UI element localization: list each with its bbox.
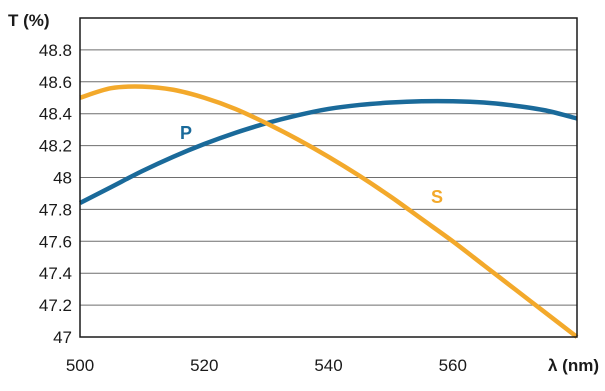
series-line-s (79, 84, 579, 339)
x-tick-label: 540 (314, 356, 342, 375)
y-tick-label: 48.2 (39, 137, 72, 156)
y-tick-label: 48.8 (39, 41, 72, 60)
x-tick-label: 520 (190, 356, 218, 375)
y-tick-label: 47.8 (39, 200, 72, 219)
x-axis-title: λ (nm) (548, 356, 599, 375)
x-tick-label: 500 (66, 356, 94, 375)
grid-lines (80, 49, 577, 306)
series-line-p (78, 98, 578, 206)
y-axis-title: T (%) (8, 11, 50, 30)
y-axis-ticks: 47 47.2 47.4 47.6 47.8 48 48.2 48.4 48.6 48.8 (39, 41, 72, 347)
y-tick-label: 47.4 (39, 264, 72, 283)
y-tick-label: 47 (53, 328, 72, 347)
y-tick-label: 48.4 (39, 105, 72, 124)
series-label-s: S (431, 187, 443, 207)
y-tick-label: 47.2 (39, 296, 72, 315)
series-label-p: P (180, 123, 192, 143)
y-tick-label: 47.6 (39, 232, 72, 251)
x-axis-ticks: 500 520 540 560 (66, 356, 467, 375)
series-lines (78, 84, 579, 339)
y-tick-label: 48 (53, 169, 72, 188)
y-tick-label: 48.6 (39, 73, 72, 92)
x-tick-label: 560 (439, 356, 467, 375)
plot-frame (79, 17, 578, 338)
